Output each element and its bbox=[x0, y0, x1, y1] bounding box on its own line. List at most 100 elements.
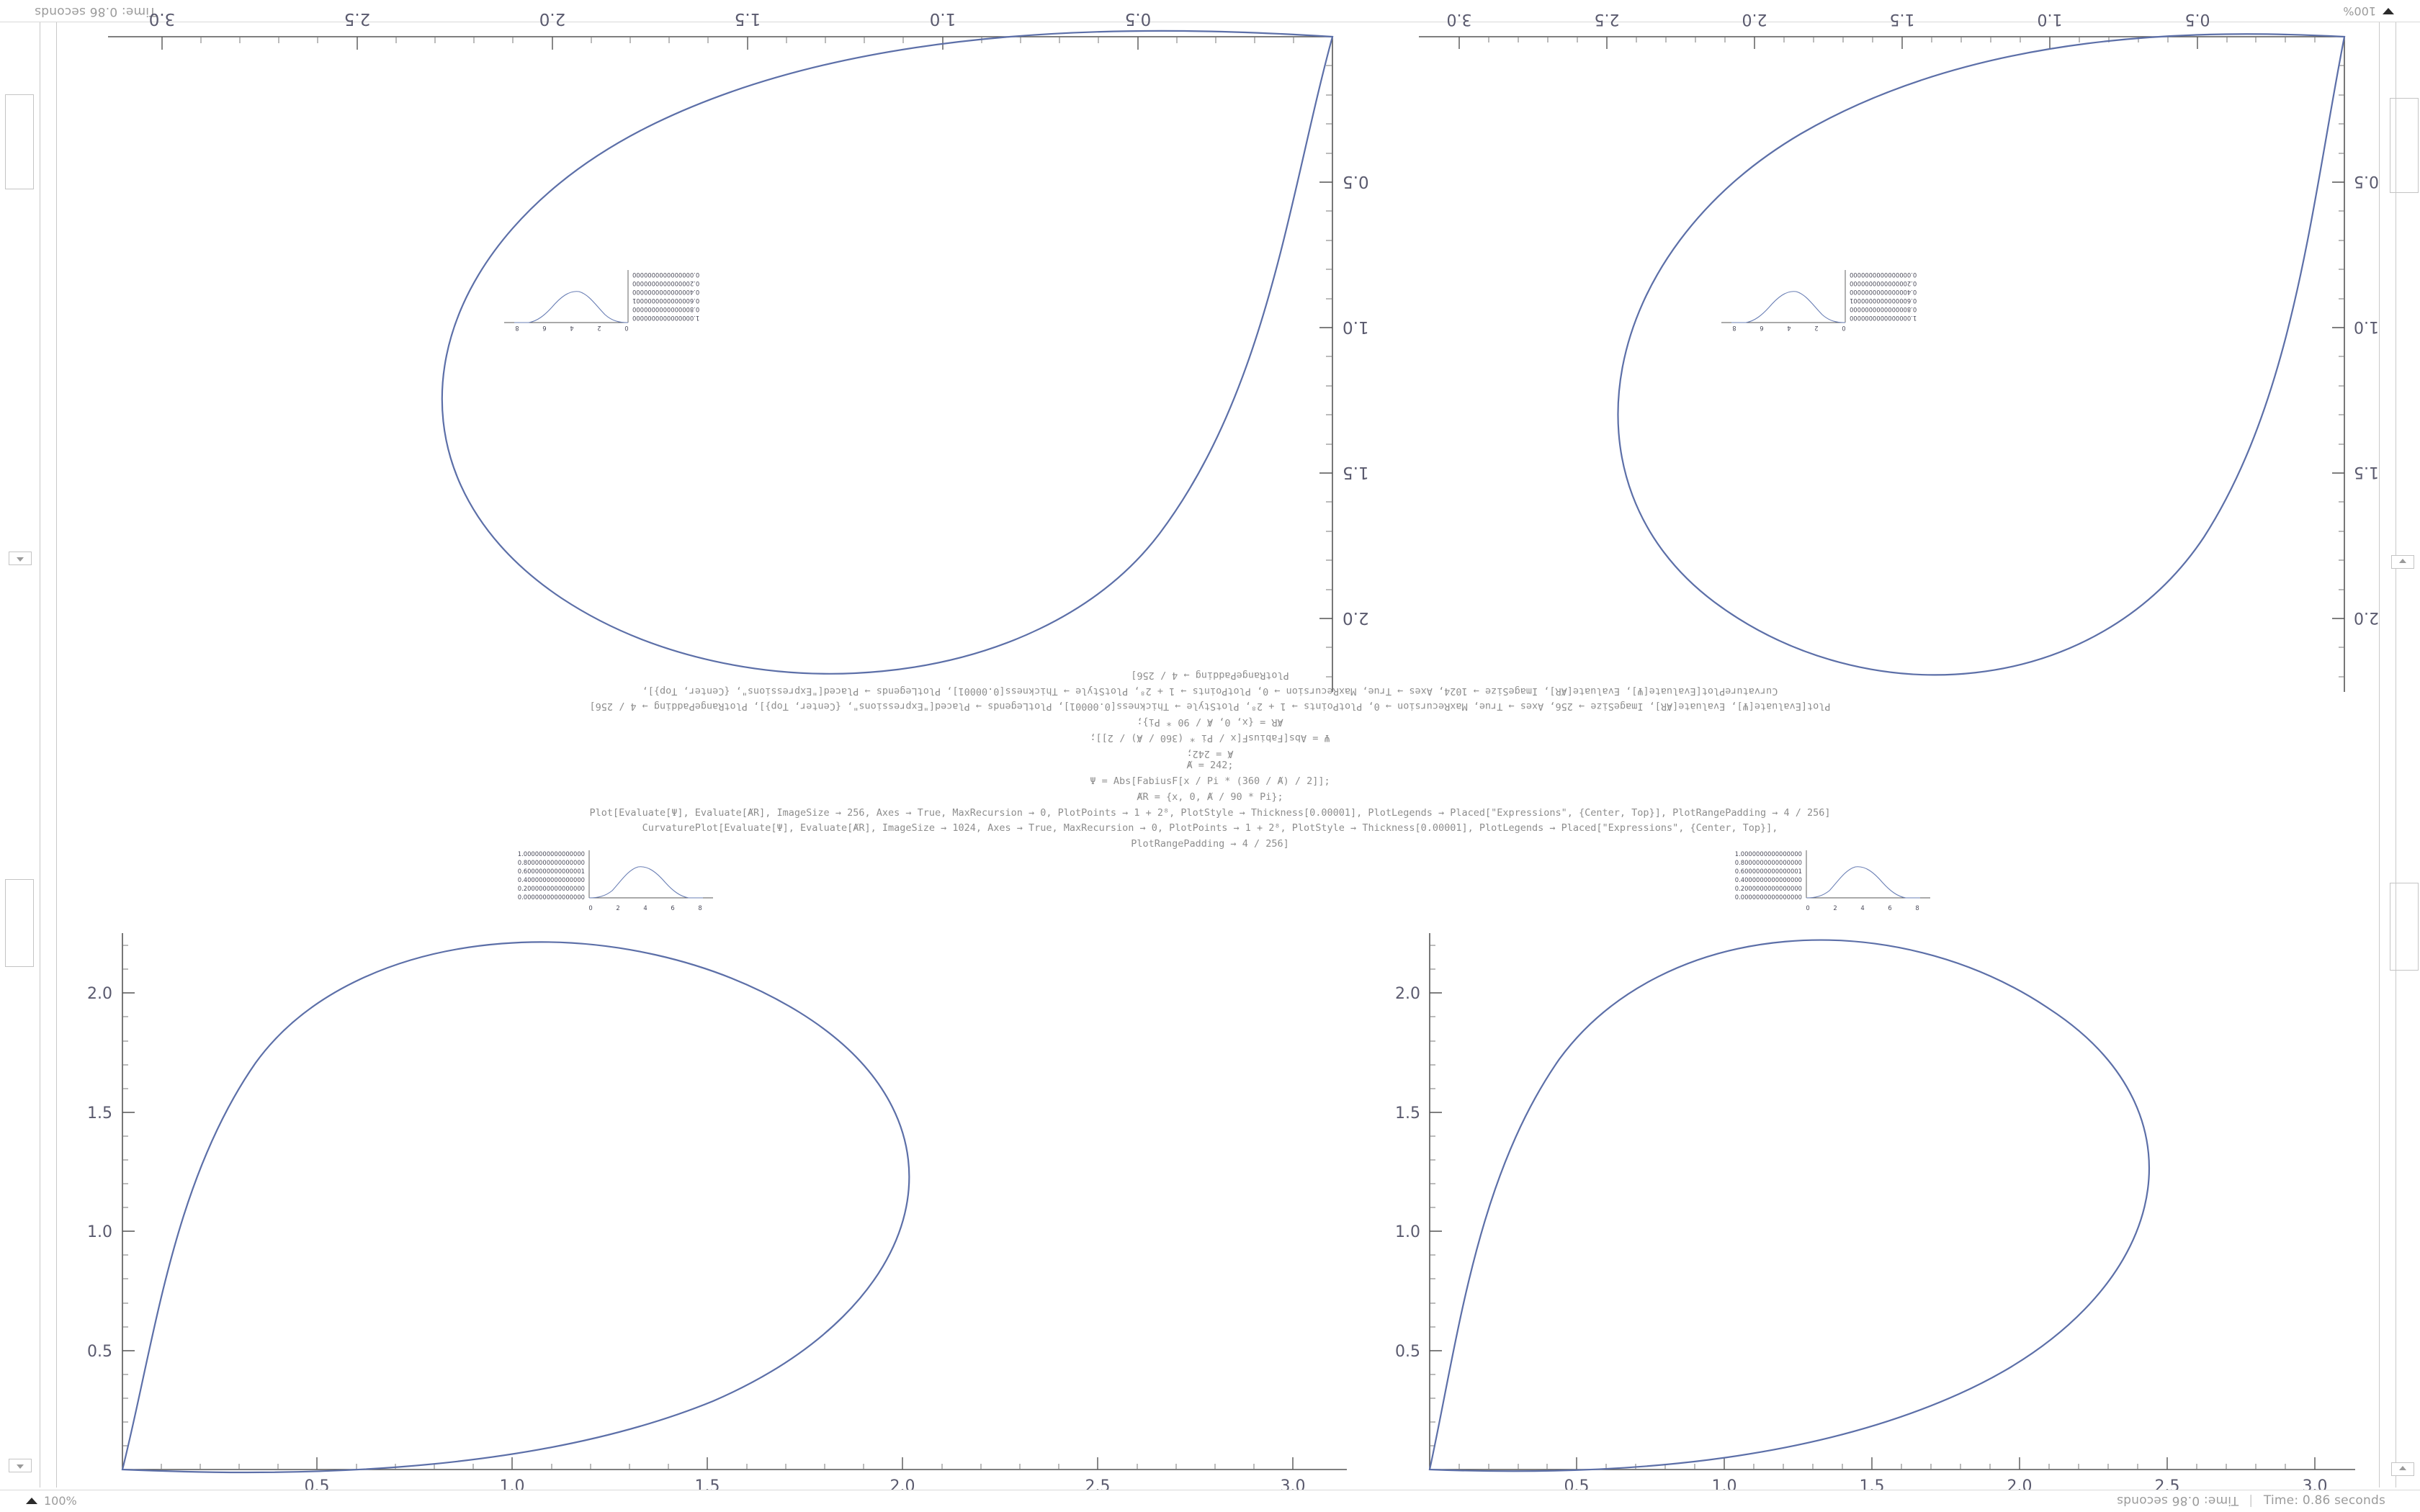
legend-plot-right[interactable]: 1.0000000000000000 0.8000000000000000 0.… bbox=[1714, 843, 1937, 947]
status-time-label-mirrored: Time: 0.86 seconds bbox=[2116, 1493, 2238, 1508]
svg-text:4: 4 bbox=[1860, 904, 1864, 912]
svg-text:0.5: 0.5 bbox=[87, 1343, 112, 1361]
svg-text:0: 0 bbox=[588, 904, 592, 912]
svg-text:1.5: 1.5 bbox=[1395, 1104, 1420, 1122]
cell-collapse-button-right[interactable] bbox=[2391, 555, 2414, 569]
svg-text:8: 8 bbox=[1732, 325, 1736, 332]
cell-group-bracket-right-2[interactable] bbox=[2390, 883, 2419, 971]
svg-text:1.5: 1.5 bbox=[1343, 463, 1369, 482]
curvature-plot-svg-mirrored-2: 0.5 1.0 1.5 2.0 2.5 3.0 0.5 1.0 1.5 2.0 bbox=[1419, 10, 2379, 692]
svg-text:1.5: 1.5 bbox=[2354, 463, 2379, 481]
code-line-4-mirrored: Plot[Evaluate[Ψ], Evaluate[ȺR], ImageSiz… bbox=[589, 701, 1831, 713]
svg-text:0.2000000000000000: 0.2000000000000000 bbox=[632, 280, 699, 287]
svg-text:0.5: 0.5 bbox=[1395, 1343, 1420, 1361]
zoom-level-label-2: 100% bbox=[44, 1494, 77, 1508]
svg-text:0.0000000000000000: 0.0000000000000000 bbox=[632, 271, 699, 279]
notebook-inner-bracket-right bbox=[2379, 22, 2380, 1488]
cell-group-bracket-right-1[interactable] bbox=[2390, 98, 2419, 193]
svg-text:0.2000000000000000: 0.2000000000000000 bbox=[518, 885, 585, 892]
svg-text:0: 0 bbox=[624, 325, 628, 332]
cell-group-bracket-left-2[interactable] bbox=[5, 879, 34, 967]
notebook-canvas[interactable]: 0.5 1.0 1.5 2.0 2.5 3.0 0.5 1.0 1.5 2.0 bbox=[0, 9, 2420, 1495]
code-line-1: Ⱥ = 242; bbox=[1186, 760, 1234, 771]
svg-text:3.0: 3.0 bbox=[149, 9, 176, 28]
fabius-curve-right bbox=[1806, 866, 1920, 899]
svg-text:2.0: 2.0 bbox=[2354, 608, 2379, 626]
svg-text:0.4000000000000000: 0.4000000000000000 bbox=[1735, 876, 1802, 883]
status-separator: | bbox=[2249, 1493, 2254, 1508]
svg-text:1.0000000000000000: 1.0000000000000000 bbox=[1850, 315, 1917, 322]
svg-text:1.0: 1.0 bbox=[87, 1223, 112, 1241]
svg-text:1.0000000000000000: 1.0000000000000000 bbox=[518, 850, 585, 858]
curvature-teardrop-path-3 bbox=[121, 941, 910, 1474]
svg-text:0.6000000000000001: 0.6000000000000001 bbox=[1735, 868, 1802, 875]
svg-text:0.4000000000000000: 0.4000000000000000 bbox=[518, 876, 585, 883]
legend-plot-left[interactable]: 1.0000000000000000 0.8000000000000000 0.… bbox=[497, 843, 720, 947]
svg-text:0.2000000000000000: 0.2000000000000000 bbox=[1735, 885, 1802, 892]
svg-text:2.0: 2.0 bbox=[1742, 10, 1767, 28]
curvature-teardrop-path-2 bbox=[1617, 33, 2346, 676]
svg-text:2.0: 2.0 bbox=[87, 985, 112, 1003]
svg-text:0.8000000000000000: 0.8000000000000000 bbox=[632, 306, 699, 313]
legend-plot-svg-right: 1.0000000000000000 0.8000000000000000 0.… bbox=[1735, 850, 1930, 912]
legend-plot-svg-mirrored-left: 0.0000000000000000 0.2000000000000000 0.… bbox=[504, 270, 699, 332]
svg-text:1.0: 1.0 bbox=[2038, 10, 2063, 28]
curvature-plot-bottomright[interactable]: 0.5 1.0 1.5 2.0 2.5 3.0 0.5 1.0 1.5 2.0 bbox=[1390, 926, 2384, 1495]
code-line-5: CurvaturePlot[Evaluate[Ψ], Evaluate[ȺR],… bbox=[642, 822, 1778, 834]
svg-text:0.6000000000000001: 0.6000000000000001 bbox=[1850, 297, 1917, 305]
toolbar-top-mirrored: Time: 0.86 seconds 100% bbox=[0, 0, 2420, 22]
svg-text:0.8000000000000000: 0.8000000000000000 bbox=[1735, 859, 1802, 866]
curvature-plot-svg-mirrored: 0.5 1.0 1.5 2.0 2.5 3.0 0.5 1.0 1.5 2.0 bbox=[108, 9, 1369, 692]
svg-text:0.6000000000000001: 0.6000000000000001 bbox=[518, 868, 585, 875]
code-cell[interactable]: Ⱥ = 242; Ψ = Abs[FabiusF[x / Pi * (360 /… bbox=[0, 758, 2420, 852]
svg-text:2: 2 bbox=[616, 904, 619, 912]
svg-text:0.0000000000000000: 0.0000000000000000 bbox=[1850, 271, 1917, 279]
svg-text:4: 4 bbox=[570, 325, 573, 332]
legend-plot-mirrored-right[interactable]: 0.0000000000000000 0.2000000000000000 0.… bbox=[1714, 260, 1937, 342]
chevron-up-icon[interactable] bbox=[26, 1498, 37, 1504]
curvature-plot-svg-bottomright: 0.5 1.0 1.5 2.0 2.5 3.0 0.5 1.0 1.5 2.0 bbox=[1395, 933, 2355, 1495]
svg-text:1.0: 1.0 bbox=[2354, 318, 2379, 336]
curvature-teardrop-path bbox=[441, 30, 1334, 675]
svg-text:1.0000000000000000: 1.0000000000000000 bbox=[632, 315, 699, 322]
curvature-plot-mirrored-topleft[interactable]: 0.5 1.0 1.5 2.0 2.5 3.0 0.5 1.0 1.5 2.0 bbox=[79, 8, 1376, 699]
triangle-icon bbox=[17, 1464, 24, 1469]
svg-text:2.5: 2.5 bbox=[344, 9, 371, 28]
code-line-3-mirrored: ȺR = {x, 0, Ⱥ / 90 * Pi}; bbox=[1137, 716, 1283, 729]
cell-collapse-button-left-2[interactable] bbox=[9, 1459, 32, 1472]
curvature-plot-mirrored-topright[interactable]: 0.5 1.0 1.5 2.0 2.5 3.0 0.5 1.0 1.5 2.0 bbox=[1390, 8, 2384, 699]
svg-text:6: 6 bbox=[1888, 904, 1891, 912]
svg-text:1.5: 1.5 bbox=[1890, 10, 1915, 28]
svg-text:0.8000000000000000: 0.8000000000000000 bbox=[1850, 306, 1917, 313]
svg-text:2.5: 2.5 bbox=[1595, 10, 1620, 28]
curvature-plot-bottomleft[interactable]: 0.5 1.0 1.5 2.0 2.5 3.0 0.5 1.0 1.5 2.0 bbox=[79, 926, 1376, 1495]
code-line-3: ȺR = {x, 0, Ⱥ / 90 * Pi}; bbox=[1137, 791, 1283, 803]
legend-plot-svg-left: 1.0000000000000000 0.8000000000000000 0.… bbox=[518, 850, 713, 912]
svg-text:8: 8 bbox=[1915, 904, 1919, 912]
svg-text:0.4000000000000000: 0.4000000000000000 bbox=[632, 289, 699, 296]
code-cell-mirrored[interactable]: Ⱥ = 242; Ψ = Abs[FabiusF[x / Pi * (360 /… bbox=[0, 667, 2420, 761]
curvature-plot-svg-bottomleft: 0.5 1.0 1.5 2.0 2.5 3.0 0.5 1.0 1.5 2.0 bbox=[87, 933, 1347, 1495]
svg-text:6: 6 bbox=[671, 904, 674, 912]
svg-text:3.0: 3.0 bbox=[1447, 10, 1472, 28]
fabius-curve-mirrored-right bbox=[1731, 291, 1846, 323]
cell-collapse-button-right-2[interactable] bbox=[2391, 1462, 2414, 1476]
status-bar: Time: 0.86 seconds | Time: 0.86 seconds bbox=[2117, 1493, 2385, 1508]
svg-text:0.0000000000000000: 0.0000000000000000 bbox=[518, 894, 585, 901]
legend-plot-mirrored-left[interactable]: 0.0000000000000000 0.2000000000000000 0.… bbox=[497, 260, 720, 342]
svg-text:4: 4 bbox=[1787, 325, 1791, 332]
svg-text:1.0: 1.0 bbox=[1395, 1223, 1420, 1241]
svg-text:1.5: 1.5 bbox=[87, 1104, 112, 1122]
svg-text:1.0: 1.0 bbox=[930, 9, 956, 28]
cell-group-bracket-left-1[interactable] bbox=[5, 94, 34, 189]
code-line-4: Plot[Evaluate[Ψ], Evaluate[ȺR], ImageSiz… bbox=[589, 806, 1831, 819]
toolbar-bottom: Time: 0.86 seconds | Time: 0.86 seconds … bbox=[0, 1490, 2420, 1512]
svg-text:0: 0 bbox=[1842, 325, 1845, 332]
chevron-down-icon[interactable] bbox=[2383, 8, 2394, 14]
svg-text:0.5: 0.5 bbox=[2185, 10, 2210, 28]
svg-text:1.5: 1.5 bbox=[735, 9, 761, 28]
code-line-2-mirrored: Ψ = Abs[FabiusF[x / Pi * (360 / Ⱥ) / 2]]… bbox=[1090, 732, 1330, 744]
svg-text:0.8000000000000000: 0.8000000000000000 bbox=[518, 859, 585, 866]
zoom-control[interactable]: 100% bbox=[26, 1494, 77, 1508]
cell-collapse-button-left[interactable] bbox=[9, 552, 32, 565]
